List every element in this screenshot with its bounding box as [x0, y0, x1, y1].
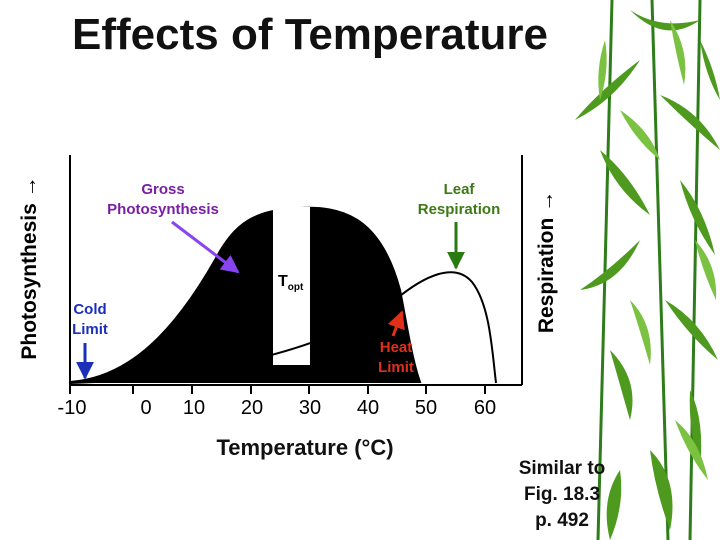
- topt-band: [273, 207, 310, 365]
- heat-limit-arrow: [387, 310, 405, 337]
- x-tick-label: 60: [473, 397, 497, 419]
- page-title: Effects of Temperature: [72, 10, 548, 59]
- x-tick-label: 20: [240, 397, 264, 419]
- figure-reference: Similar to Fig. 18.3 p. 492: [518, 458, 606, 531]
- cold-limit-label: Cold Limit: [72, 301, 108, 338]
- left-axis-label: Photosynthesis →: [18, 176, 41, 360]
- topt-label: Topt: [278, 273, 304, 294]
- x-tick-label: -10: [57, 397, 87, 419]
- heat-limit-label: Heat Limit: [378, 339, 414, 376]
- gross-photosynthesis-label: Gross Photosynthesis: [107, 181, 219, 218]
- x-tick-label: 0: [140, 397, 152, 419]
- leaf-respiration-curve: [69, 271, 497, 384]
- x-tick-label: 30: [298, 397, 322, 419]
- x-tick-label: 10: [182, 397, 206, 419]
- leaf-respiration-label: Leaf Respiration: [417, 181, 501, 218]
- right-axis-label: Respiration →: [535, 190, 558, 334]
- x-axis-label: Temperature (°C): [216, 435, 394, 460]
- x-tick-label: 40: [356, 397, 380, 419]
- gross-photosynthesis-arrow: [171, 220, 240, 274]
- x-tick-label: 50: [414, 397, 438, 419]
